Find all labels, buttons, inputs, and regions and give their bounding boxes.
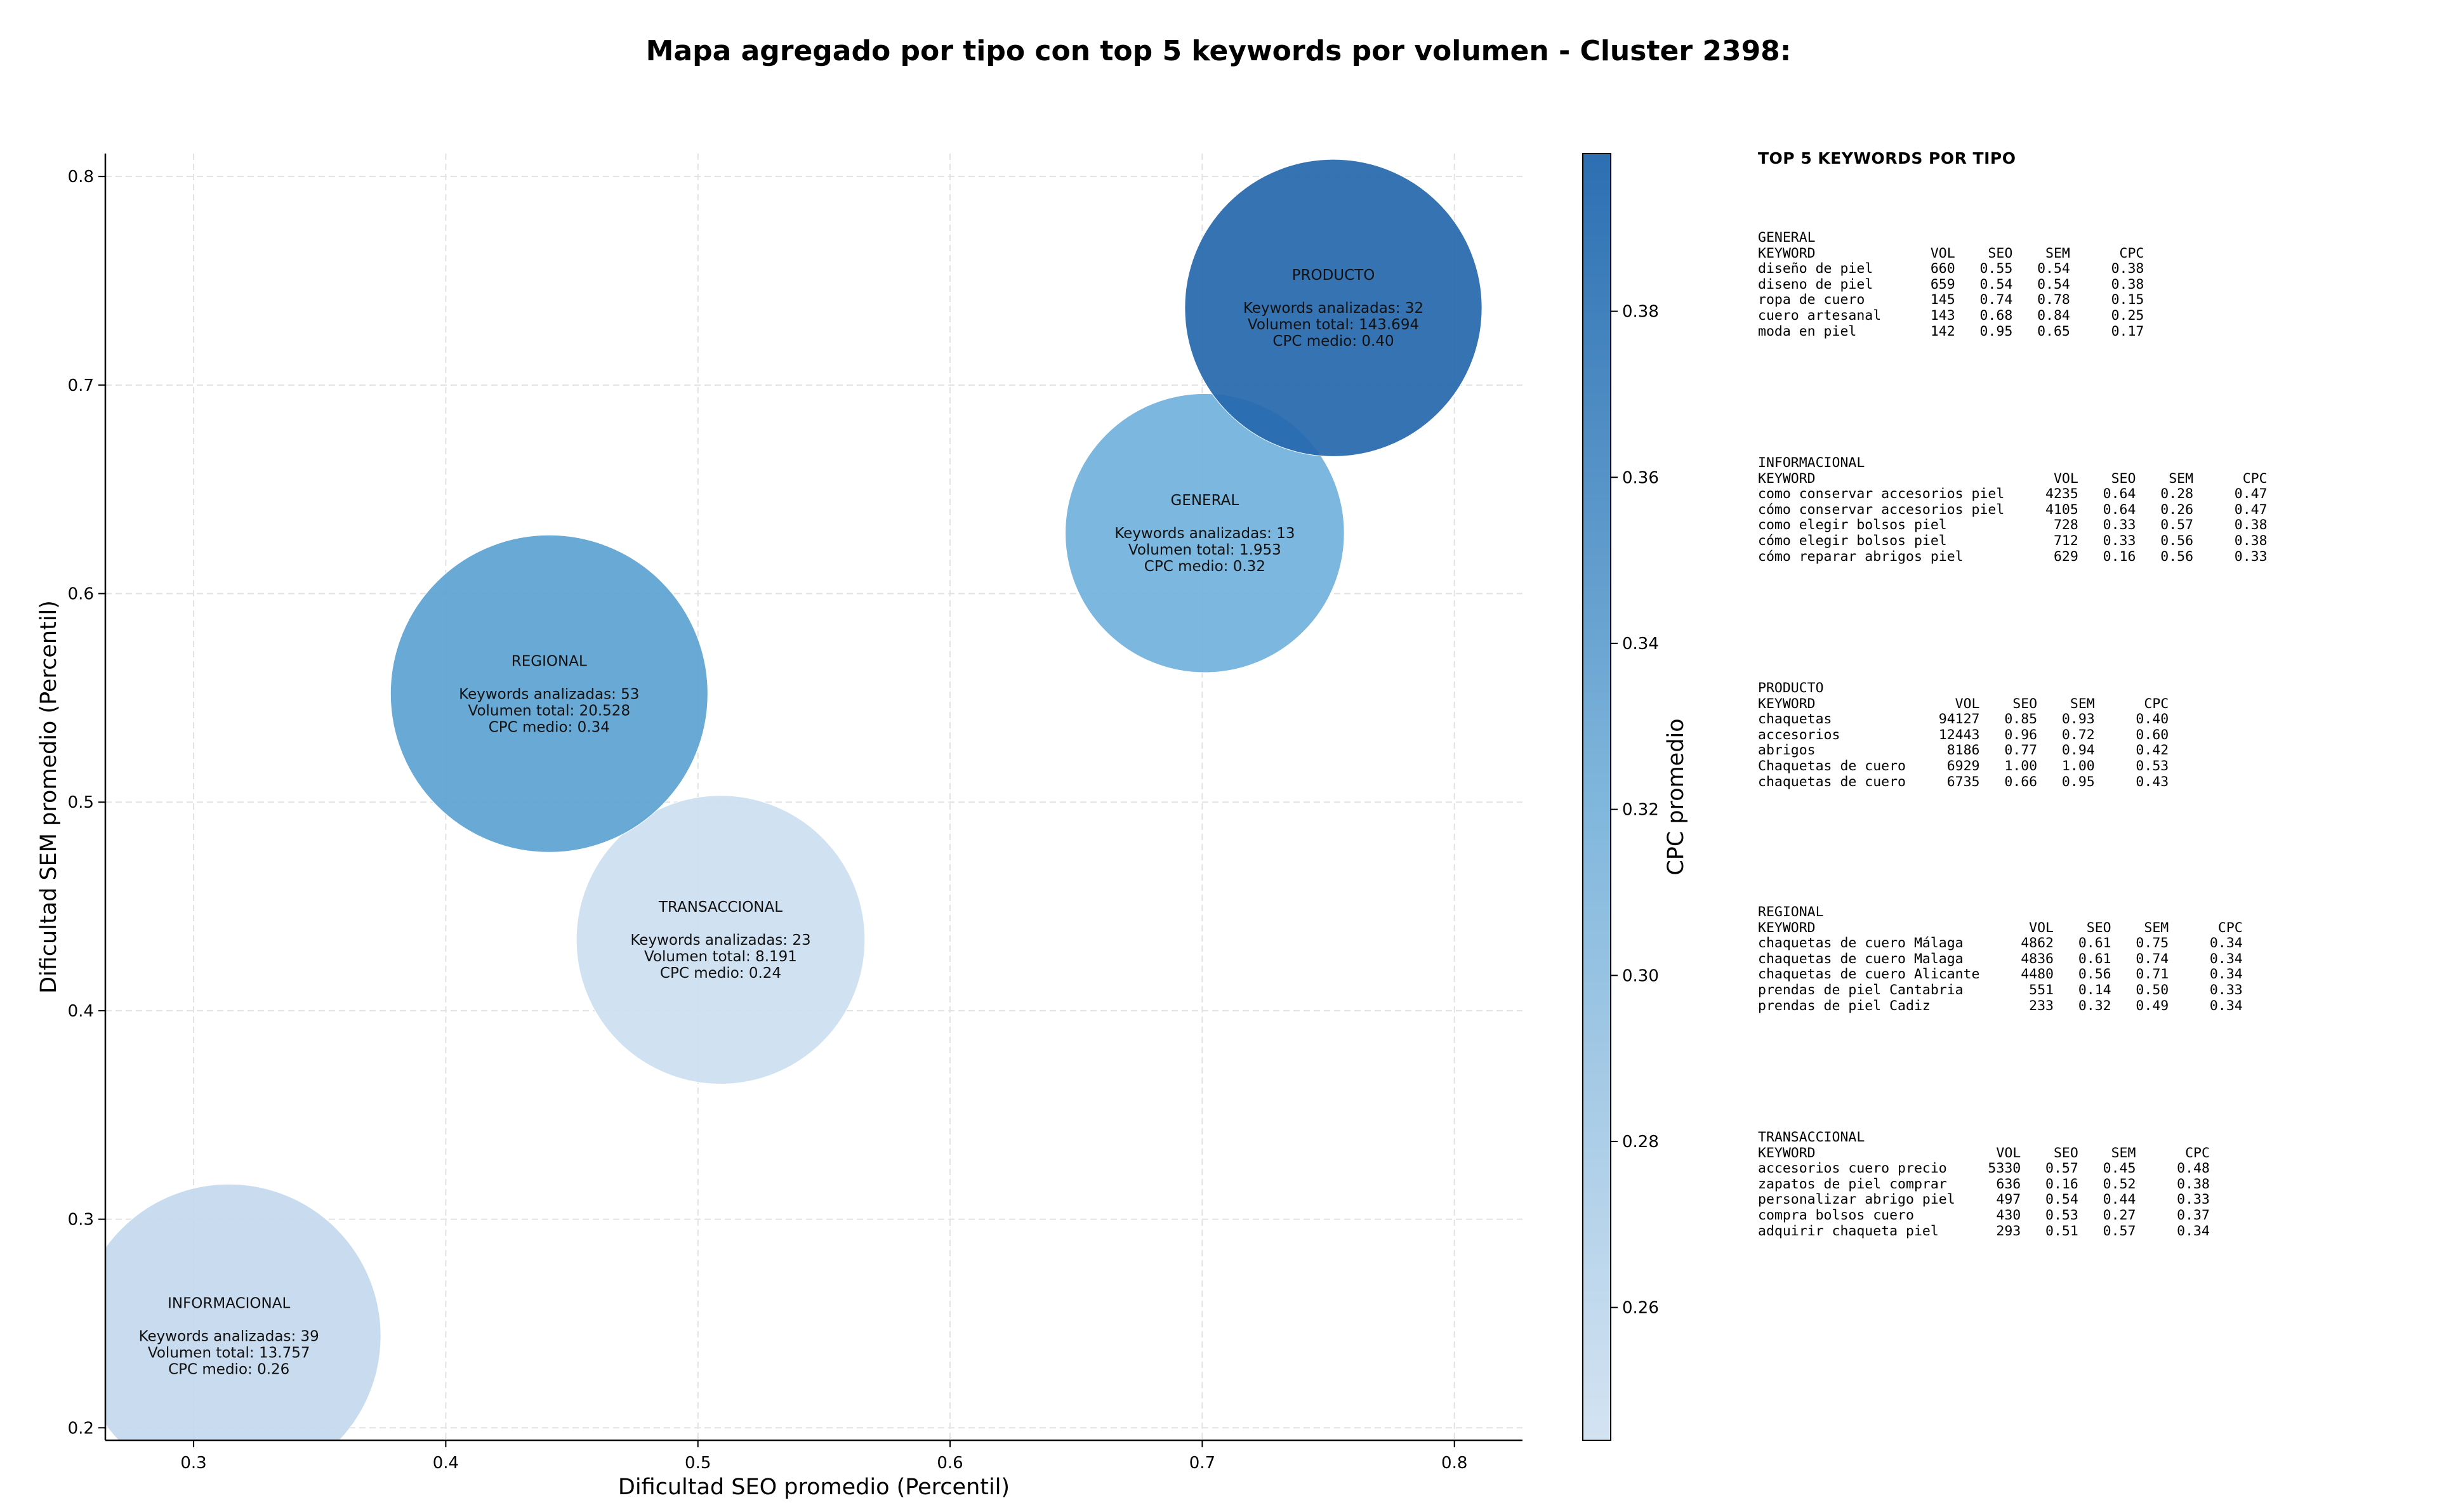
chart-title: Mapa agregado por tipo con top 5 keyword… [645, 35, 1792, 67]
y-tick-label: 0.4 [68, 1002, 94, 1021]
colorbar-tick-label: 0.32 [1622, 801, 1659, 820]
keyword-row: cómo conservar accesorios piel 4105 0.64… [1758, 501, 2268, 518]
keyword-row: adquirir chaqueta piel 293 0.51 0.57 0.3… [1758, 1223, 2210, 1239]
colorbar-tick-label: 0.36 [1622, 468, 1659, 487]
bubble-producto [1184, 159, 1483, 457]
keyword-row: como conservar accesorios piel 4235 0.64… [1758, 486, 2268, 503]
keyword-row: prendas de piel Cantabria 551 0.14 0.50 … [1758, 982, 2243, 998]
bubble-stat-label: Keywords analizadas: 13 [1114, 525, 1295, 542]
bubble-stat-label: Volumen total: 8.191 [644, 949, 797, 965]
bubbles [105, 159, 1483, 1440]
colorbar-label: CPC promedio [1663, 718, 1689, 875]
y-tick-label: 0.8 [68, 168, 94, 187]
bubble-type-label: INFORMACIONAL [168, 1296, 290, 1312]
bubble-stat-label: Volumen total: 20.528 [468, 702, 631, 719]
keyword-group-title: TRANSACCIONAL [1758, 1129, 1865, 1145]
keyword-row: chaquetas de cuero Málaga 4862 0.61 0.75… [1758, 935, 2243, 952]
bubble-stat-label: CPC medio: 0.24 [660, 965, 781, 982]
y-tick-label: 0.2 [68, 1419, 94, 1438]
keyword-group-producto: PRODUCTO KEYWORD VOL SEO SEM CPC chaquetas… [1758, 680, 2169, 790]
keyword-table-header: KEYWORD VOL SEO SEM CPC [1758, 695, 2169, 712]
keyword-group-title: PRODUCTO [1758, 680, 1824, 696]
keyword-row: prendas de piel Cadiz 233 0.32 0.49 0.34 [1758, 997, 2243, 1014]
y-axis-label: Dificultad SEM promedio (Percentil) [36, 600, 62, 994]
keyword-table-header: KEYWORD VOL SEO SEM CPC [1758, 245, 2144, 261]
x-tick-label: 0.7 [1189, 1454, 1215, 1473]
keyword-row: chaquetas 94127 0.85 0.93 0.40 [1758, 711, 2169, 728]
bubble-stat-label: Volumen total: 143.694 [1248, 317, 1419, 333]
colorbar-tick-label: 0.34 [1622, 634, 1659, 654]
x-tick-label: 0.8 [1441, 1454, 1467, 1473]
keyword-row: ropa de cuero 145 0.74 0.78 0.15 [1758, 292, 2144, 308]
bubble-type-label: TRANSACCIONAL [658, 899, 783, 916]
bubble-stat-label: Keywords analizadas: 39 [139, 1329, 319, 1345]
bubble-type-label: GENERAL [1171, 492, 1239, 509]
keyword-group-general: GENERAL KEYWORD VOL SEO SEM CPC diseño de … [1758, 230, 2144, 339]
x-tick-label: 0.3 [180, 1454, 206, 1473]
keyword-group-transaccional: TRANSACCIONAL KEYWORD VOL SEO SEM CPC acce… [1758, 1129, 2210, 1239]
keyword-row: chaquetas de cuero 6735 0.66 0.95 0.43 [1758, 773, 2169, 790]
y-tick-label: 0.5 [68, 793, 94, 812]
colorbar-tick-label: 0.26 [1622, 1299, 1659, 1318]
keyword-table-header: KEYWORD VOL SEO SEM CPC [1758, 1145, 2210, 1161]
bubble-stat-label: CPC medio: 0.26 [168, 1362, 289, 1378]
keyword-row: cómo elegir bolsos piel 712 0.33 0.56 0.… [1758, 532, 2268, 549]
bubble-transaccional [576, 795, 866, 1085]
bubble-stat-label: Volumen total: 1.953 [1128, 542, 1281, 558]
x-axis-label: Dificultad SEO promedio (Percentil) [618, 1475, 1010, 1500]
colorbar-gradient [1582, 153, 1611, 1441]
keyword-group-title: GENERAL [1758, 230, 1816, 246]
keyword-row: accesorios cuero precio 5330 0.57 0.45 0… [1758, 1160, 2210, 1177]
colorbar-tick-label: 0.28 [1622, 1133, 1659, 1152]
keyword-group-title: REGIONAL [1758, 904, 1824, 920]
keyword-row: zapatos de piel comprar 636 0.16 0.52 0.… [1758, 1176, 2210, 1192]
bubble-general [1065, 393, 1345, 673]
x-tick-label: 0.5 [685, 1454, 711, 1473]
bubble-stat-label: CPC medio: 0.34 [489, 719, 610, 735]
keyword-row: compra bolsos cuero 430 0.53 0.27 0.37 [1758, 1207, 2210, 1223]
keyword-row: chaquetas de cuero Alicante 4480 0.56 0.… [1758, 966, 2243, 983]
bubble-stat-label: CPC medio: 0.40 [1272, 333, 1394, 350]
x-tick-label: 0.6 [937, 1454, 963, 1473]
x-tick-label: 0.4 [433, 1454, 459, 1473]
y-tick-label: 0.3 [68, 1211, 94, 1230]
keyword-table-header: KEYWORD VOL SEO SEM CPC [1758, 919, 2243, 936]
colorbar: 0.26 0.28 0.30 0.32 0.34 0.36 0.38 CPC promedio [1582, 153, 1689, 1441]
keyword-row: Chaquetas de cuero 6929 1.00 1.00 0.53 [1758, 758, 2169, 774]
bubble-stat-label: Volumen total: 13.757 [148, 1345, 310, 1362]
keyword-row: chaquetas de cuero Malaga 4836 0.61 0.74… [1758, 950, 2243, 967]
bubble-stat-label: Keywords analizadas: 23 [630, 932, 810, 949]
bubble-informacional [105, 1183, 381, 1440]
keyword-row: diseno de piel 659 0.54 0.54 0.38 [1758, 276, 2144, 293]
keyword-table-header: KEYWORD VOL SEO SEM CPC [1758, 470, 2268, 487]
keyword-panel-title: TOP 5 KEYWORDS POR TIPO [1758, 149, 2016, 168]
keyword-row: personalizar abrigo piel 497 0.54 0.44 0… [1758, 1192, 2210, 1208]
bubble-stat-label: Keywords analizadas: 32 [1243, 300, 1423, 317]
keyword-group-informacional: INFORMACIONAL KEYWORD VOL SEO SEM CPC como… [1758, 455, 2268, 565]
keyword-row: moda en piel 142 0.95 0.65 0.17 [1758, 323, 2144, 339]
keyword-row: como elegir bolsos piel 728 0.33 0.57 0.… [1758, 517, 2268, 534]
keyword-group-title: INFORMACIONAL [1758, 455, 1865, 471]
keyword-group-regional: REGIONAL KEYWORD VOL SEO SEM CPC chaquetas… [1758, 904, 2243, 1014]
colorbar-tick-label: 0.38 [1622, 303, 1659, 322]
bubble-stat-label: Keywords analizadas: 53 [459, 686, 639, 702]
y-tick-label: 0.7 [68, 376, 94, 395]
keyword-row: accesorios 12443 0.96 0.72 0.60 [1758, 726, 2169, 743]
keyword-row: diseño de piel 660 0.55 0.54 0.38 [1758, 261, 2144, 277]
y-tick-label: 0.6 [68, 585, 94, 604]
bubble-type-label: PRODUCTO [1292, 267, 1375, 284]
bubble-stat-label: CPC medio: 0.32 [1144, 558, 1265, 575]
bubble-type-label: REGIONAL [512, 653, 587, 669]
colorbar-tick-label: 0.30 [1622, 966, 1659, 985]
keyword-row: abrigos 8186 0.77 0.94 0.42 [1758, 742, 2169, 759]
axes: 0.3 0.4 0.5 0.6 0.7 0.8 0.2 0.3 0.4 0.5 0.6 0.7 0.8 D… [36, 154, 1522, 1500]
bubble-regional [390, 534, 708, 853]
keyword-row: cómo reparar abrigos piel 629 0.16 0.56 … [1758, 548, 2268, 565]
keyword-row: cuero artesanal 143 0.68 0.84 0.25 [1758, 307, 2144, 324]
keyword-panel: TOP 5 KEYWORDS POR TIPO GENERAL KEYWORD V… [1758, 149, 2418, 1239]
